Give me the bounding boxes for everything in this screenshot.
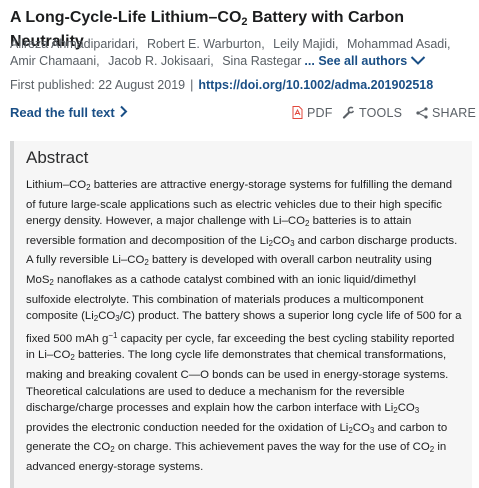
pdf-button[interactable]: PDF (292, 106, 333, 122)
pdf-icon (292, 106, 303, 122)
share-icon (416, 107, 428, 122)
abstract-subscript: 2 (393, 406, 398, 416)
abstract-subscript: 2 (70, 353, 75, 363)
abstract-text-segment: /C) product. The battery shows a superio… (26, 310, 462, 345)
share-button[interactable]: SHARE (416, 106, 476, 122)
abstract-subscript: 3 (115, 314, 120, 324)
chevron-right-icon (119, 105, 128, 121)
abstract-text-segment: CO (98, 310, 116, 323)
abstract-text-segment: in advanced energy-storage systems. (26, 441, 447, 473)
doi-link[interactable]: https://doi.org/10.1002/adma.201902518 (198, 78, 434, 92)
abstract-subscript: 3 (369, 425, 375, 435)
abstract-text-segment: CO (272, 234, 291, 247)
first-published-date: First published: 22 August 2019 (10, 78, 186, 92)
abstract-text-segment: Lithium–CO (26, 179, 87, 191)
abstract-text-segment: batteries are attractive energy-storage … (26, 179, 453, 228)
abstract-text-segment: nanoflakes as a cathode catalyst combine… (26, 273, 424, 323)
abstract-subscript: 2 (348, 425, 353, 435)
author-link[interactable]: Mohammad Asadi, (346, 37, 451, 51)
abstract-text-segment: and carbon to generate the CO (26, 421, 448, 454)
abstract-subscript: 2 (49, 277, 54, 287)
abstract-heading: Abstract (26, 148, 89, 167)
title-text-1: A Long-Cycle-Life Lithium–CO (10, 9, 242, 26)
author-link[interactable]: Sina Rastegar (222, 54, 302, 68)
read-full-text-link[interactable]: Read the full text (10, 105, 128, 121)
abstract-body: Lithium–CO2 batteries are attractive ene… (26, 177, 462, 479)
article-actions-bar: Read the full text PDF TOOLS SHARE (10, 105, 476, 123)
wrench-icon (342, 106, 357, 122)
abstract-subscript: 3 (414, 406, 420, 416)
abstract-subscript: 2 (144, 258, 149, 268)
abstract-subscript: 3 (290, 238, 295, 248)
author-link[interactable]: Amir Chamaani, (10, 54, 100, 68)
abstract-subscript: 2 (93, 314, 99, 324)
divider: | (190, 78, 194, 92)
abstract-text-segment: CO (397, 402, 415, 415)
article-title: A Long-Cycle-Life Lithium–CO2 Battery wi… (10, 8, 475, 52)
read-full-text-label: Read the full text (10, 105, 115, 120)
abstract-superscript: −1 (108, 330, 118, 340)
share-label: SHARE (432, 106, 477, 120)
author-link[interactable]: Robert E. Warburton, (147, 37, 265, 51)
abstract-subscript: 2 (86, 183, 91, 192)
abstract-text-segment: battery is developed with overall carbon… (26, 254, 432, 286)
abstract-text-segment: batteries. The long cycle life demonstra… (26, 349, 449, 415)
author-link[interactable]: Jacob R. Jokisaari, (108, 54, 214, 68)
tools-button[interactable]: TOOLS (342, 106, 402, 122)
title-text-2: Battery with Carbon Neutrality (10, 9, 404, 50)
abstract-subscript: 2 (110, 445, 115, 455)
author-link[interactable]: Leily Majidi, (273, 37, 339, 51)
abstract-subscript: 2 (268, 238, 273, 248)
pdf-label: PDF (307, 106, 333, 120)
abstract-subscript: 2 (429, 445, 435, 455)
abstract-text-segment: capacity per cycle, far exceeding the be… (26, 332, 455, 362)
abstract-text-segment: on charge. This achievement paves the wa… (114, 441, 430, 454)
title-subscript: 2 (241, 16, 248, 28)
abstract-section: Abstract Lithium–CO2 batteries are attra… (10, 141, 472, 488)
tools-label: TOOLS (359, 106, 403, 120)
abstract-text-segment: provides the electronic conduction neede… (26, 421, 349, 434)
author-list: Alireza Ahmadiparidari, Robert E. Warbur… (10, 36, 475, 71)
abstract-text-segment: batteries is to attain reversible format… (26, 215, 412, 247)
see-all-authors-label: ... See all authors (304, 54, 408, 68)
author-link[interactable]: Alireza Ahmadiparidari, (10, 37, 139, 51)
abstract-text-segment: and carbon discharge products. A fully r… (26, 234, 458, 267)
see-all-authors-link[interactable]: ... See all authors (304, 54, 426, 68)
chevron-down-icon (410, 54, 426, 71)
abstract-subscript: 2 (305, 219, 310, 229)
abstract-text-segment: CO (352, 421, 370, 434)
publication-info: First published: 22 August 2019 | https://… (10, 77, 475, 94)
